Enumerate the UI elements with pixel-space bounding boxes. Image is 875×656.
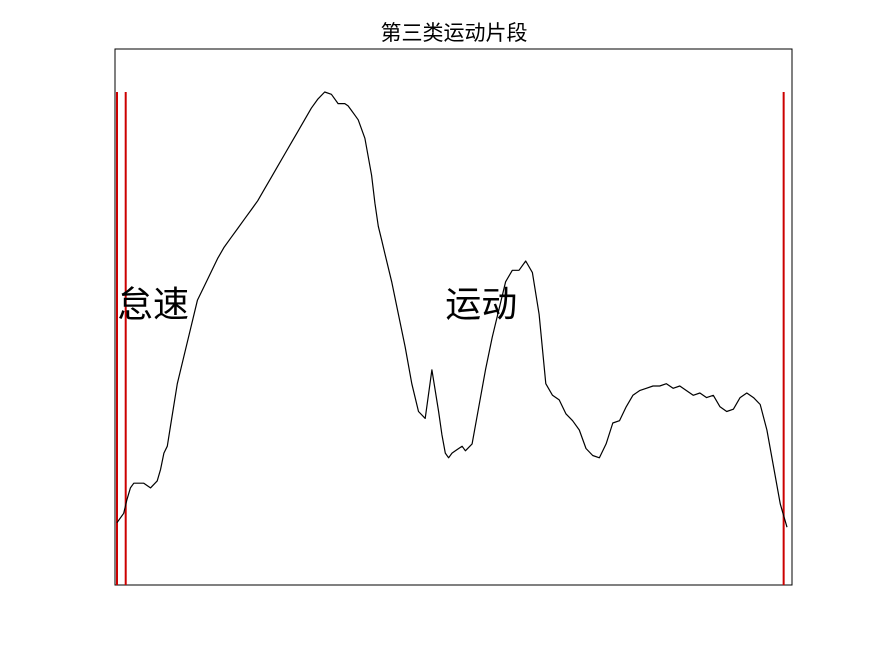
annotations-layer: 怠速 运动 bbox=[117, 285, 517, 326]
chart-title: 第三类运动片段 bbox=[381, 21, 528, 45]
plot-area bbox=[114, 48, 793, 586]
series-layer bbox=[116, 91, 788, 528]
segment-annotation: 怠速 bbox=[117, 285, 189, 326]
series-line bbox=[116, 91, 788, 528]
segment-annotation: 运动 bbox=[445, 285, 517, 326]
